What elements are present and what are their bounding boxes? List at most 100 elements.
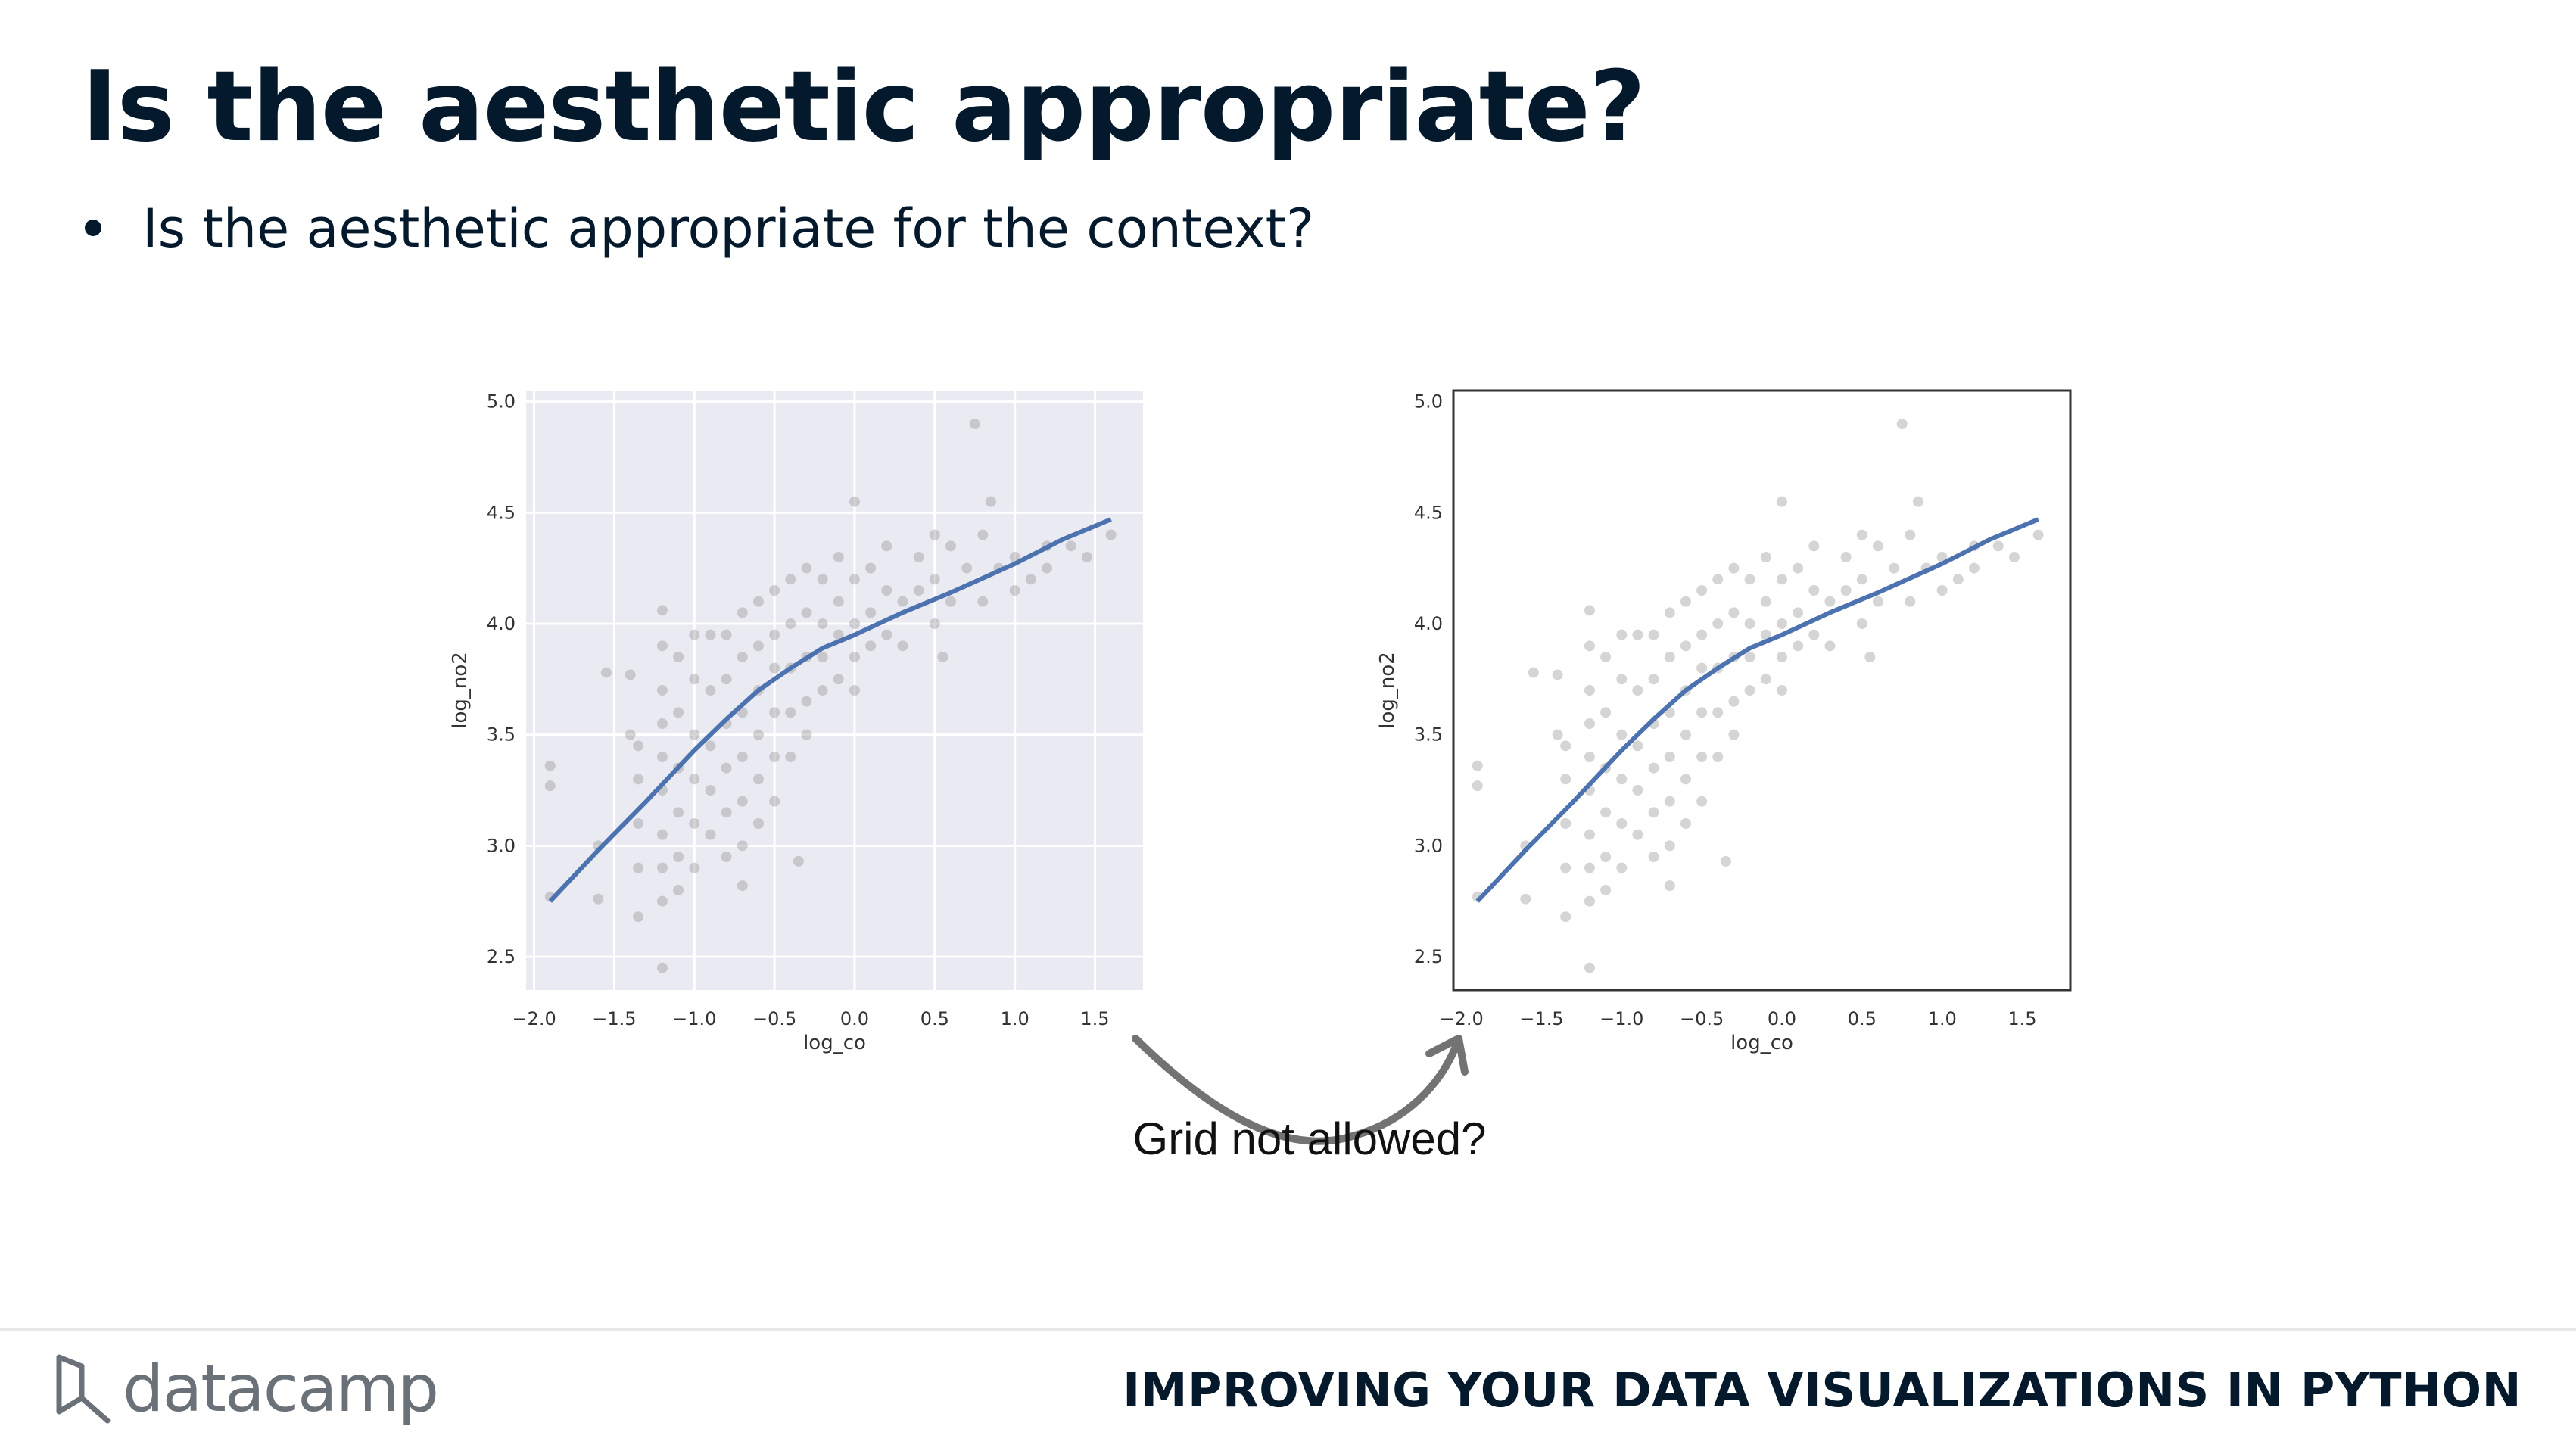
data-point — [865, 562, 877, 574]
data-point — [721, 762, 732, 774]
data-point — [793, 855, 804, 867]
data-point — [801, 562, 812, 574]
data-point — [1728, 607, 1740, 618]
arrow-annotation: Grid not allowed? — [1132, 1113, 1487, 1164]
data-point — [633, 740, 644, 752]
data-point — [1760, 629, 1771, 640]
data-point — [1552, 669, 1563, 680]
data-point — [769, 662, 780, 674]
data-point — [833, 674, 844, 685]
data-point — [705, 685, 716, 696]
data-point — [656, 605, 668, 616]
data-point — [1648, 674, 1659, 685]
data-point — [673, 852, 684, 862]
data-point — [865, 640, 877, 652]
data-point — [1472, 780, 1483, 792]
data-point — [1648, 762, 1659, 774]
data-point — [1776, 652, 1787, 662]
data-point — [2008, 552, 2020, 562]
data-point — [769, 752, 780, 762]
x-tick-label: 1.5 — [2008, 1008, 2036, 1029]
data-point — [1808, 585, 1820, 596]
data-point — [705, 740, 716, 752]
data-point — [929, 529, 940, 540]
data-point — [1864, 652, 1876, 662]
scatter-plot-svg: −2.0 −1.5 −1.0 −0.5 0.0 0.5 1.0 1.5 2.5 3.0 3.5 4.0… — [449, 391, 1143, 1054]
data-point — [737, 796, 748, 807]
data-point — [689, 862, 700, 873]
data-point — [1616, 862, 1628, 873]
y-tick-label: 4.0 — [487, 613, 516, 634]
data-point — [929, 574, 940, 585]
data-point — [1992, 540, 2004, 552]
regression-line — [548, 517, 1112, 903]
data-point — [1760, 552, 1771, 562]
data-point — [1712, 752, 1724, 762]
data-point — [1600, 652, 1612, 662]
data-point — [969, 419, 980, 429]
data-point — [1808, 540, 1820, 552]
data-point — [689, 729, 700, 740]
y-tick-label: 3.0 — [1414, 835, 1443, 856]
data-point — [752, 596, 764, 607]
data-point — [1696, 796, 1708, 807]
data-point — [1728, 696, 1740, 707]
data-point — [1552, 729, 1563, 740]
data-point — [785, 574, 796, 585]
data-point — [985, 496, 996, 507]
data-point — [1952, 574, 1964, 585]
y-axis-label: log_no2 — [1376, 652, 1399, 729]
x-tick-label: −2.0 — [512, 1008, 556, 1029]
data-point — [544, 780, 556, 792]
data-point — [689, 674, 700, 685]
data-point — [1744, 618, 1755, 629]
y-tick-label: 2.5 — [1414, 946, 1443, 967]
data-point — [1776, 618, 1787, 629]
data-point — [897, 640, 908, 652]
data-point — [1728, 729, 1740, 740]
data-point — [1793, 640, 1804, 652]
data-point — [1912, 496, 1923, 507]
datacamp-logo-icon — [56, 1354, 111, 1424]
data-point — [1041, 562, 1052, 574]
data-point — [1584, 752, 1595, 762]
data-point — [752, 729, 764, 740]
data-point — [737, 840, 748, 852]
data-point — [1632, 785, 1643, 796]
data-point — [673, 807, 684, 818]
data-point — [1664, 652, 1675, 662]
data-point — [817, 652, 828, 662]
x-axis-label: log_co — [803, 1032, 866, 1054]
data-point — [737, 752, 748, 762]
data-point — [1696, 707, 1708, 718]
data-point — [1584, 895, 1595, 907]
data-point — [769, 629, 780, 640]
data-point — [1872, 540, 1883, 552]
data-point — [769, 707, 780, 718]
data-point — [1712, 618, 1724, 629]
data-point — [1560, 911, 1571, 923]
data-point — [937, 652, 948, 662]
data-point — [1632, 685, 1643, 696]
data-point — [1584, 685, 1595, 696]
x-tick-label: −1.5 — [1519, 1008, 1563, 1029]
data-point — [1696, 585, 1708, 596]
data-point — [1793, 562, 1804, 574]
data-point — [801, 607, 812, 618]
data-point — [1025, 574, 1036, 585]
data-point — [705, 785, 716, 796]
data-point — [1793, 607, 1804, 618]
data-point — [769, 585, 780, 596]
data-point — [656, 829, 668, 840]
scatter-plot-svg: −2.0 −1.5 −1.0 −0.5 0.0 0.5 1.0 1.5 2.5 3.0 3.5 4.0… — [1376, 389, 2072, 1054]
data-point — [849, 574, 860, 585]
bullet-dot — [85, 220, 101, 236]
data-point — [633, 862, 644, 873]
data-point — [1968, 562, 1980, 574]
data-point — [1720, 855, 1731, 867]
data-point — [600, 667, 612, 678]
data-point — [1560, 774, 1571, 785]
x-tick-label: −0.5 — [752, 1008, 796, 1029]
data-point — [833, 629, 844, 640]
y-tick-label: 4.0 — [1414, 613, 1443, 634]
